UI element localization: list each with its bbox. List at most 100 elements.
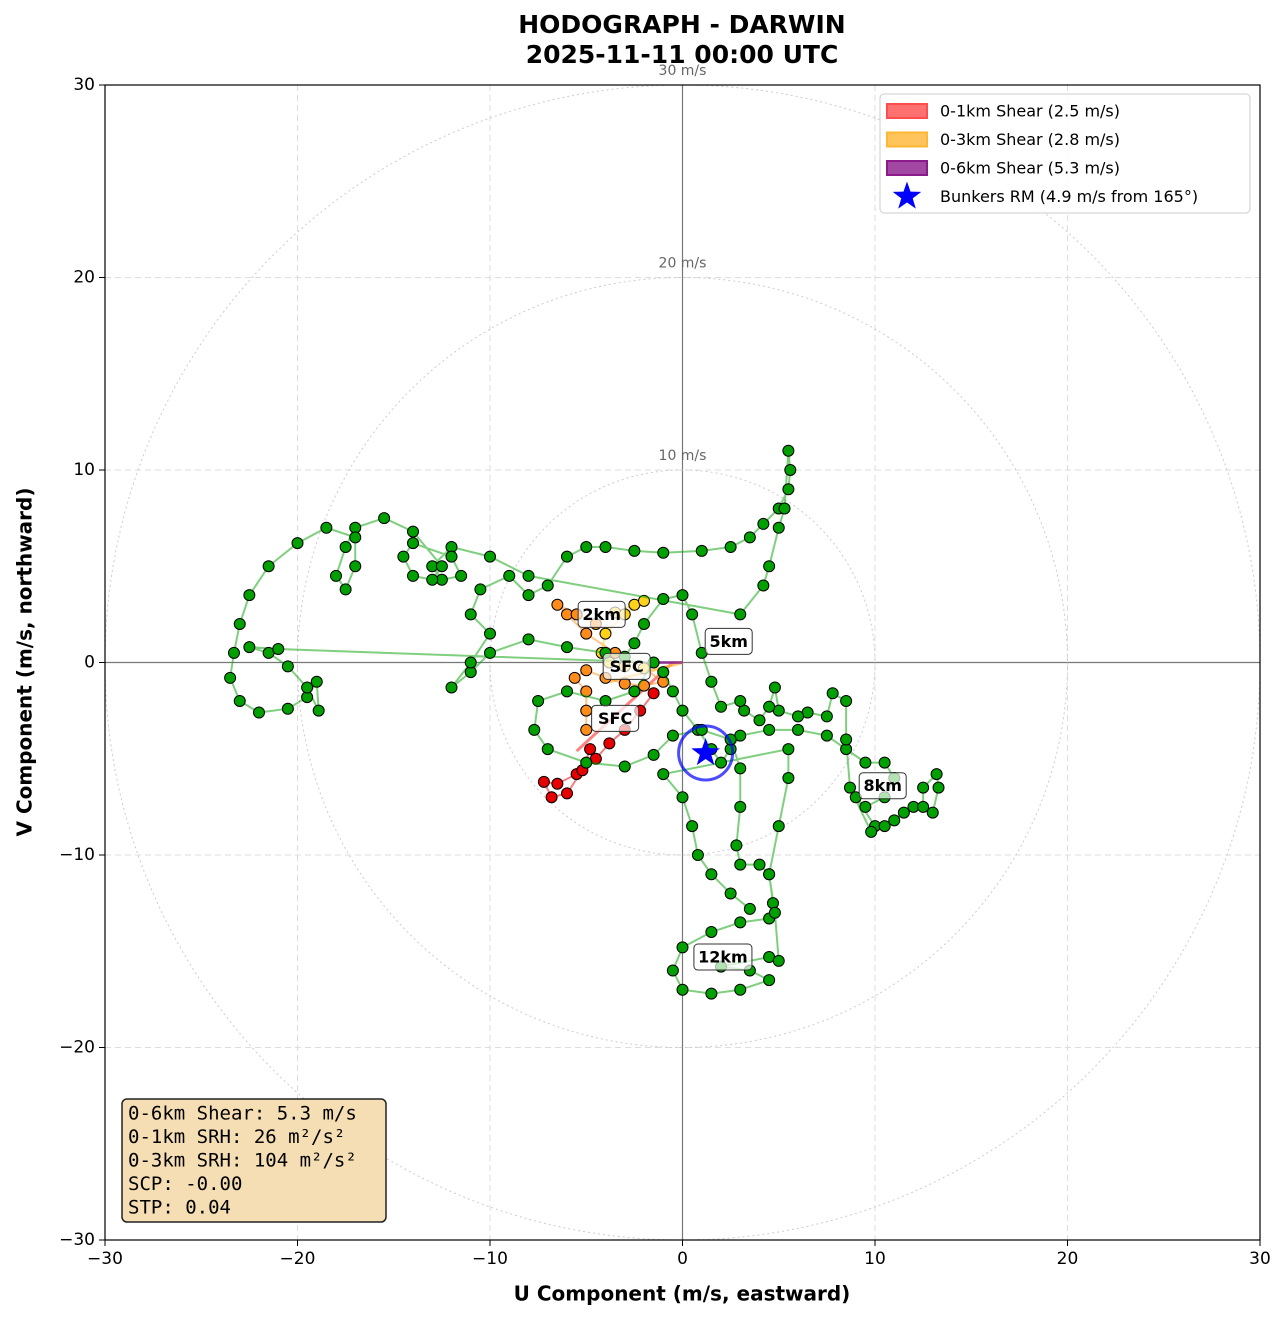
hodograph-point bbox=[397, 550, 410, 563]
hodograph-point bbox=[843, 781, 856, 794]
y-tick-label: 20 bbox=[73, 268, 95, 288]
x-tick-label: 0 bbox=[677, 1249, 688, 1269]
range-ring bbox=[297, 277, 1068, 1048]
hodograph-point bbox=[378, 512, 391, 525]
hodograph-point bbox=[227, 646, 240, 659]
hodograph-point bbox=[666, 964, 679, 977]
stats-line: SCP: -0.00 bbox=[128, 1173, 242, 1195]
hodograph-point bbox=[532, 695, 545, 707]
hodograph-point bbox=[782, 444, 795, 457]
legend-swatch bbox=[886, 131, 928, 148]
hodograph-point bbox=[820, 729, 833, 742]
legend-label: 0-1km Shear (2.5 m/s) bbox=[940, 102, 1120, 121]
hodograph-point bbox=[734, 800, 747, 813]
hodograph-point bbox=[561, 641, 573, 654]
hodograph-point bbox=[339, 583, 352, 596]
hodograph-point bbox=[666, 729, 679, 742]
stats-line: 0-6km Shear: 5.3 m/s bbox=[128, 1103, 357, 1125]
x-tick-label: 10 bbox=[864, 1249, 886, 1269]
y-tick-label: −30 bbox=[59, 1230, 95, 1250]
hodograph-point bbox=[763, 974, 776, 987]
x-tick-label: −20 bbox=[280, 1249, 316, 1269]
x-tick-label: −30 bbox=[87, 1249, 123, 1269]
hodograph-point bbox=[580, 541, 593, 553]
hodograph-point bbox=[705, 987, 718, 1000]
hodograph-point bbox=[763, 723, 776, 736]
hodograph-line bbox=[229, 450, 940, 995]
hodograph-point bbox=[647, 687, 660, 700]
hodograph-point bbox=[339, 541, 352, 553]
hodograph-point bbox=[730, 839, 743, 852]
legend-box bbox=[879, 93, 1251, 214]
hodograph-point bbox=[484, 550, 496, 563]
x-tick-label: 20 bbox=[1057, 1249, 1079, 1269]
hodograph-point bbox=[464, 608, 477, 621]
hodograph-point bbox=[484, 627, 496, 640]
y-tick-label: 0 bbox=[84, 653, 95, 673]
hodograph-point bbox=[763, 560, 776, 573]
hodograph-point bbox=[743, 902, 756, 915]
hodograph-point bbox=[330, 569, 342, 582]
hodograph-point bbox=[676, 983, 689, 996]
ring-label: 20 m/s bbox=[659, 256, 707, 272]
hodograph-point bbox=[407, 525, 419, 538]
hodograph-point bbox=[281, 660, 294, 673]
hodograph-point bbox=[435, 560, 448, 573]
hodograph-point bbox=[233, 618, 246, 630]
stats-line: 0-1km SRH: 26 m²/s² bbox=[128, 1126, 345, 1148]
hodograph-point bbox=[474, 583, 487, 596]
hodograph-point bbox=[917, 800, 930, 813]
chart-title: HODOGRAPH - DARWIN bbox=[518, 10, 845, 39]
hodograph-point bbox=[628, 544, 641, 557]
stats-line: STP: 0.04 bbox=[128, 1197, 231, 1219]
height-label: 12km bbox=[698, 948, 748, 967]
hodograph-point bbox=[657, 592, 670, 605]
height-label-box bbox=[704, 627, 753, 655]
hodograph-point bbox=[484, 646, 496, 659]
hodograph-point bbox=[584, 743, 597, 756]
bunkers-star bbox=[691, 737, 720, 766]
hodograph-point bbox=[455, 569, 468, 582]
chart-subtitle: 2025-11-11 00:00 UTC bbox=[526, 40, 839, 69]
legend-label: 0-6km Shear (5.3 m/s) bbox=[940, 159, 1120, 178]
hodograph-point bbox=[243, 641, 256, 654]
hodograph-point bbox=[792, 723, 804, 736]
x-axis-label: U Component (m/s, eastward) bbox=[514, 1282, 851, 1306]
hodograph-point bbox=[734, 608, 747, 621]
hodograph-point bbox=[537, 775, 550, 788]
hodograph-point bbox=[628, 637, 641, 650]
hodograph-point bbox=[281, 702, 294, 715]
height-label: 2km bbox=[582, 605, 620, 624]
hodograph-point bbox=[826, 687, 839, 700]
range-ring bbox=[489, 469, 876, 856]
hodograph-point bbox=[782, 483, 795, 496]
hodograph-point bbox=[561, 550, 573, 563]
hodograph-point bbox=[763, 868, 776, 881]
hodograph-point bbox=[715, 756, 727, 769]
hodograph-point bbox=[580, 723, 593, 736]
legend-swatch bbox=[886, 103, 928, 119]
hodograph-point bbox=[676, 791, 689, 804]
hodograph-point bbox=[782, 772, 795, 784]
hodograph-point bbox=[743, 531, 756, 544]
hodograph-point bbox=[224, 671, 237, 684]
hodograph-point bbox=[865, 825, 878, 838]
hodograph-point bbox=[772, 954, 785, 967]
height-label-box bbox=[577, 600, 626, 628]
hodograph-point bbox=[426, 573, 439, 586]
hodograph-point bbox=[734, 983, 747, 996]
hodograph-point bbox=[772, 521, 785, 534]
hodograph-point bbox=[753, 714, 766, 727]
hodograph-point bbox=[784, 464, 797, 476]
hodograph-point bbox=[233, 695, 246, 707]
hodograph-point bbox=[666, 685, 679, 698]
hodograph-point bbox=[545, 791, 558, 804]
hodograph-point bbox=[734, 858, 747, 871]
hodograph-point bbox=[464, 656, 477, 669]
hodograph-point bbox=[580, 756, 593, 769]
hodograph-point bbox=[522, 589, 535, 602]
hodograph-point bbox=[349, 560, 362, 573]
hodograph-point bbox=[561, 787, 573, 800]
hodograph-point bbox=[792, 710, 804, 723]
y-tick-label: 10 bbox=[73, 460, 95, 480]
